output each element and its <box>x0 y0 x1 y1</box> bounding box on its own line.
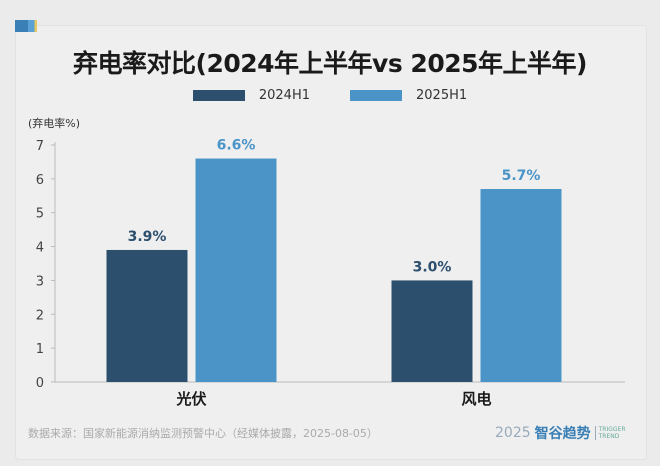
y-tick-label: 0 <box>36 376 44 391</box>
legend: 2024H1 2025H1 <box>0 88 660 103</box>
legend-swatch <box>192 90 245 101</box>
y-tick-label: 3 <box>36 274 44 289</box>
logo-en-2: TREND <box>598 433 620 440</box>
data-label: 5.7% <box>502 168 541 184</box>
y-tick-label: 7 <box>36 139 44 154</box>
data-label: 3.0% <box>413 259 452 275</box>
data-label: 3.9% <box>128 229 167 245</box>
y-tick-label: 2 <box>36 308 44 323</box>
chart-title: 弃电率对比(2024年上半年vs 2025年上半年) <box>73 49 587 78</box>
bar <box>480 189 562 382</box>
brand-logo: 2025 智谷趋势 TRIGGER TREND <box>495 423 626 443</box>
data-label: 6.6% <box>217 138 256 154</box>
source-note: 数据来源：国家新能源消纳监测预警中心（经媒体披露，2025-08-05） <box>28 427 378 440</box>
bar <box>195 158 277 382</box>
legend-swatch <box>350 90 402 101</box>
y-axis-label: (弃电率%) <box>28 117 81 130</box>
legend-label: 2024H1 <box>258 88 310 103</box>
logo-en: TRIGGER TREND <box>594 426 626 440</box>
legend-label: 2025H1 <box>416 88 468 103</box>
y-tick-label: 4 <box>36 241 44 256</box>
logo-name: 智谷趋势 <box>534 426 591 442</box>
bar <box>391 280 473 382</box>
x-tick-label: 光伏 <box>175 390 206 408</box>
bar <box>106 249 188 382</box>
legend-item-2025h1: 2025H1 <box>350 88 467 103</box>
y-tick-label: 5 <box>36 207 44 222</box>
logo-en-1: TRIGGER <box>598 426 626 433</box>
x-tick-label: 风电 <box>461 390 491 408</box>
y-tick-label: 1 <box>36 342 44 357</box>
legend-item-2024h1: 2024H1 <box>192 88 310 103</box>
logo-year: 2025 <box>495 425 531 441</box>
y-tick-label: 6 <box>36 173 44 188</box>
corner-decoration <box>15 20 37 32</box>
